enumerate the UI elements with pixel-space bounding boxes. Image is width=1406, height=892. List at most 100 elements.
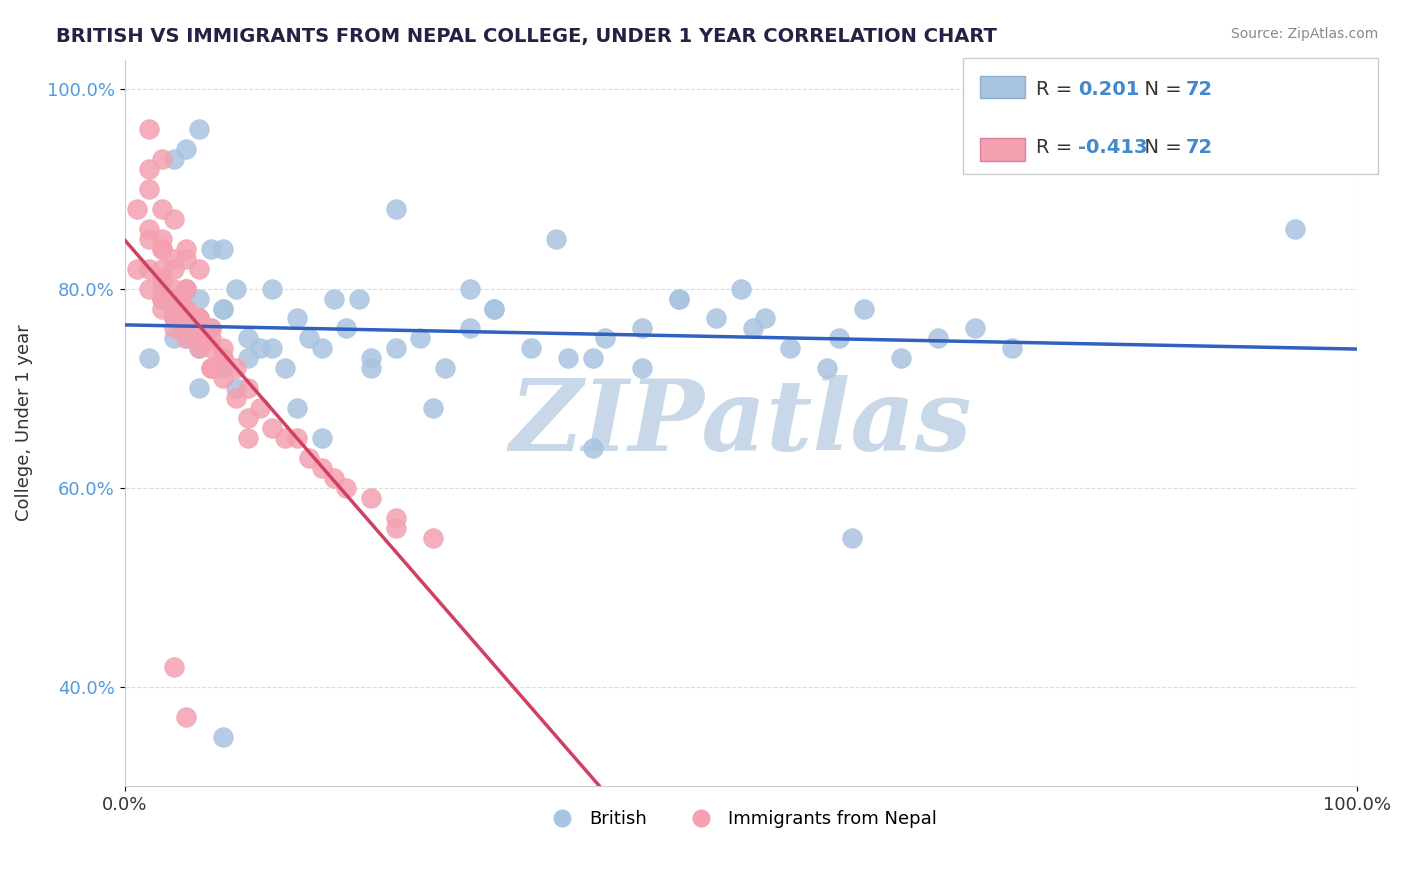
Point — [187, 331, 209, 345]
Legend: British, Immigrants from Nepal: British, Immigrants from Nepal — [537, 803, 945, 836]
Point — [150, 242, 173, 256]
Point — [187, 311, 209, 326]
Point — [174, 252, 197, 266]
Point — [212, 351, 235, 366]
Point — [200, 342, 222, 356]
Point — [150, 282, 173, 296]
Point — [927, 331, 949, 345]
Point — [174, 301, 197, 316]
Point — [360, 491, 382, 505]
Point — [311, 431, 333, 445]
Point — [163, 301, 186, 316]
Point — [138, 232, 160, 246]
Point — [174, 301, 197, 316]
Point — [212, 361, 235, 376]
Point — [163, 252, 186, 266]
Point — [200, 321, 222, 335]
Point — [347, 292, 370, 306]
Point — [138, 351, 160, 366]
Point — [150, 301, 173, 316]
Point — [779, 342, 801, 356]
Point — [890, 351, 912, 366]
Point — [212, 730, 235, 744]
Text: N =: N = — [1132, 79, 1188, 99]
Point — [163, 211, 186, 226]
Text: Source: ZipAtlas.com: Source: ZipAtlas.com — [1230, 27, 1378, 41]
Point — [163, 660, 186, 674]
Point — [225, 381, 247, 395]
Point — [212, 242, 235, 256]
Point — [150, 271, 173, 285]
Point — [212, 301, 235, 316]
Text: BRITISH VS IMMIGRANTS FROM NEPAL COLLEGE, UNDER 1 YEAR CORRELATION CHART: BRITISH VS IMMIGRANTS FROM NEPAL COLLEGE… — [56, 27, 997, 45]
Point — [249, 342, 271, 356]
Point — [384, 510, 406, 524]
Point — [174, 710, 197, 724]
Point — [125, 202, 148, 216]
Point — [163, 321, 186, 335]
Point — [212, 351, 235, 366]
Point — [704, 311, 727, 326]
Point — [730, 282, 752, 296]
Point — [236, 331, 259, 345]
Point — [138, 282, 160, 296]
Point — [174, 331, 197, 345]
Point — [458, 282, 481, 296]
Point — [458, 321, 481, 335]
Point — [174, 321, 197, 335]
Point — [409, 331, 432, 345]
Point — [138, 162, 160, 177]
Point — [225, 391, 247, 405]
Point — [150, 242, 173, 256]
Point — [125, 261, 148, 276]
Point — [434, 361, 457, 376]
Point — [384, 520, 406, 534]
Point — [163, 282, 186, 296]
Point — [285, 401, 308, 416]
Point — [1001, 342, 1024, 356]
Point — [150, 292, 173, 306]
Point — [815, 361, 838, 376]
Point — [236, 351, 259, 366]
Point — [163, 301, 186, 316]
Point — [236, 431, 259, 445]
Point — [150, 271, 173, 285]
Point — [754, 311, 776, 326]
Point — [163, 292, 186, 306]
Point — [422, 401, 444, 416]
Point — [163, 152, 186, 166]
Point — [150, 232, 173, 246]
Point — [963, 321, 986, 335]
Point — [200, 331, 222, 345]
Y-axis label: College, Under 1 year: College, Under 1 year — [15, 325, 32, 522]
Point — [187, 311, 209, 326]
Point — [174, 282, 197, 296]
Text: R =: R = — [1036, 79, 1078, 99]
Point — [200, 361, 222, 376]
Point — [582, 351, 605, 366]
Point — [187, 261, 209, 276]
Point — [174, 282, 197, 296]
Point — [138, 182, 160, 196]
Point — [187, 292, 209, 306]
Point — [225, 361, 247, 376]
Point — [484, 301, 506, 316]
Point — [631, 361, 654, 376]
Point — [323, 292, 346, 306]
Point — [593, 331, 616, 345]
Point — [150, 292, 173, 306]
Point — [298, 450, 321, 465]
Point — [274, 361, 297, 376]
Point — [163, 331, 186, 345]
Point — [262, 342, 284, 356]
Point — [668, 292, 690, 306]
Point — [557, 351, 579, 366]
Point — [236, 411, 259, 425]
Point — [200, 242, 222, 256]
Point — [520, 342, 543, 356]
Point — [212, 301, 235, 316]
Point — [187, 381, 209, 395]
Point — [298, 331, 321, 345]
Point — [285, 431, 308, 445]
Point — [212, 371, 235, 385]
